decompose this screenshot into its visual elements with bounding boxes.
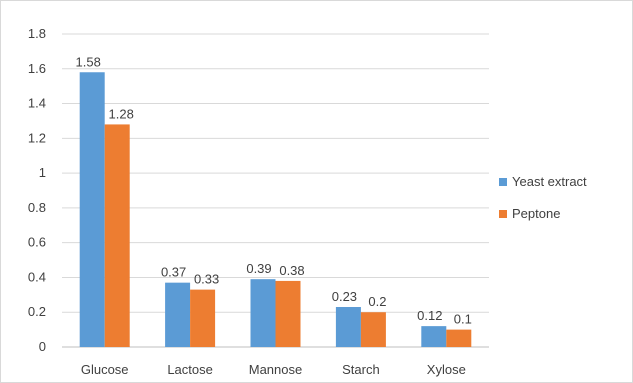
legend-label: Yeast extract bbox=[512, 174, 587, 189]
bar bbox=[421, 326, 447, 347]
bar bbox=[190, 289, 216, 347]
bar bbox=[335, 307, 361, 347]
data-label: 0.38 bbox=[279, 263, 304, 278]
legend-label: Peptone bbox=[512, 206, 560, 221]
data-label: 0.33 bbox=[194, 272, 219, 287]
data-label: 0.39 bbox=[246, 261, 271, 276]
x-tick-label: Xylose bbox=[427, 362, 466, 377]
y-tick-label: 0.8 bbox=[28, 200, 46, 215]
legend-swatch bbox=[499, 178, 507, 186]
legend-swatch bbox=[499, 210, 507, 218]
y-tick-label: 1.6 bbox=[28, 61, 46, 76]
x-tick-label: Starch bbox=[342, 362, 380, 377]
y-tick-label: 0 bbox=[39, 339, 46, 354]
data-label: 1.28 bbox=[109, 106, 134, 121]
x-tick-label: Mannose bbox=[249, 362, 302, 377]
bar bbox=[165, 282, 191, 347]
y-tick-label: 1.8 bbox=[28, 26, 46, 41]
bar bbox=[104, 124, 130, 347]
y-tick-label: 0.6 bbox=[28, 235, 46, 250]
x-tick-label: Lactose bbox=[167, 362, 213, 377]
data-label: 0.12 bbox=[417, 308, 442, 323]
data-label: 0.37 bbox=[161, 265, 186, 280]
y-tick-label: 0.4 bbox=[28, 269, 46, 284]
y-tick-label: 1.4 bbox=[28, 96, 46, 111]
data-label: 0.2 bbox=[368, 294, 386, 309]
y-tick-label: 1 bbox=[39, 165, 46, 180]
data-label: 0.1 bbox=[454, 312, 472, 327]
y-tick-label: 0.2 bbox=[28, 304, 46, 319]
data-label: 1.58 bbox=[76, 54, 101, 69]
bar bbox=[360, 312, 386, 347]
y-tick-label: 1.2 bbox=[28, 130, 46, 145]
bar bbox=[250, 279, 276, 347]
bar bbox=[275, 280, 301, 347]
data-label: 0.23 bbox=[332, 289, 357, 304]
bar bbox=[79, 72, 105, 347]
bar bbox=[446, 329, 472, 347]
x-tick-label: Glucose bbox=[81, 362, 129, 377]
